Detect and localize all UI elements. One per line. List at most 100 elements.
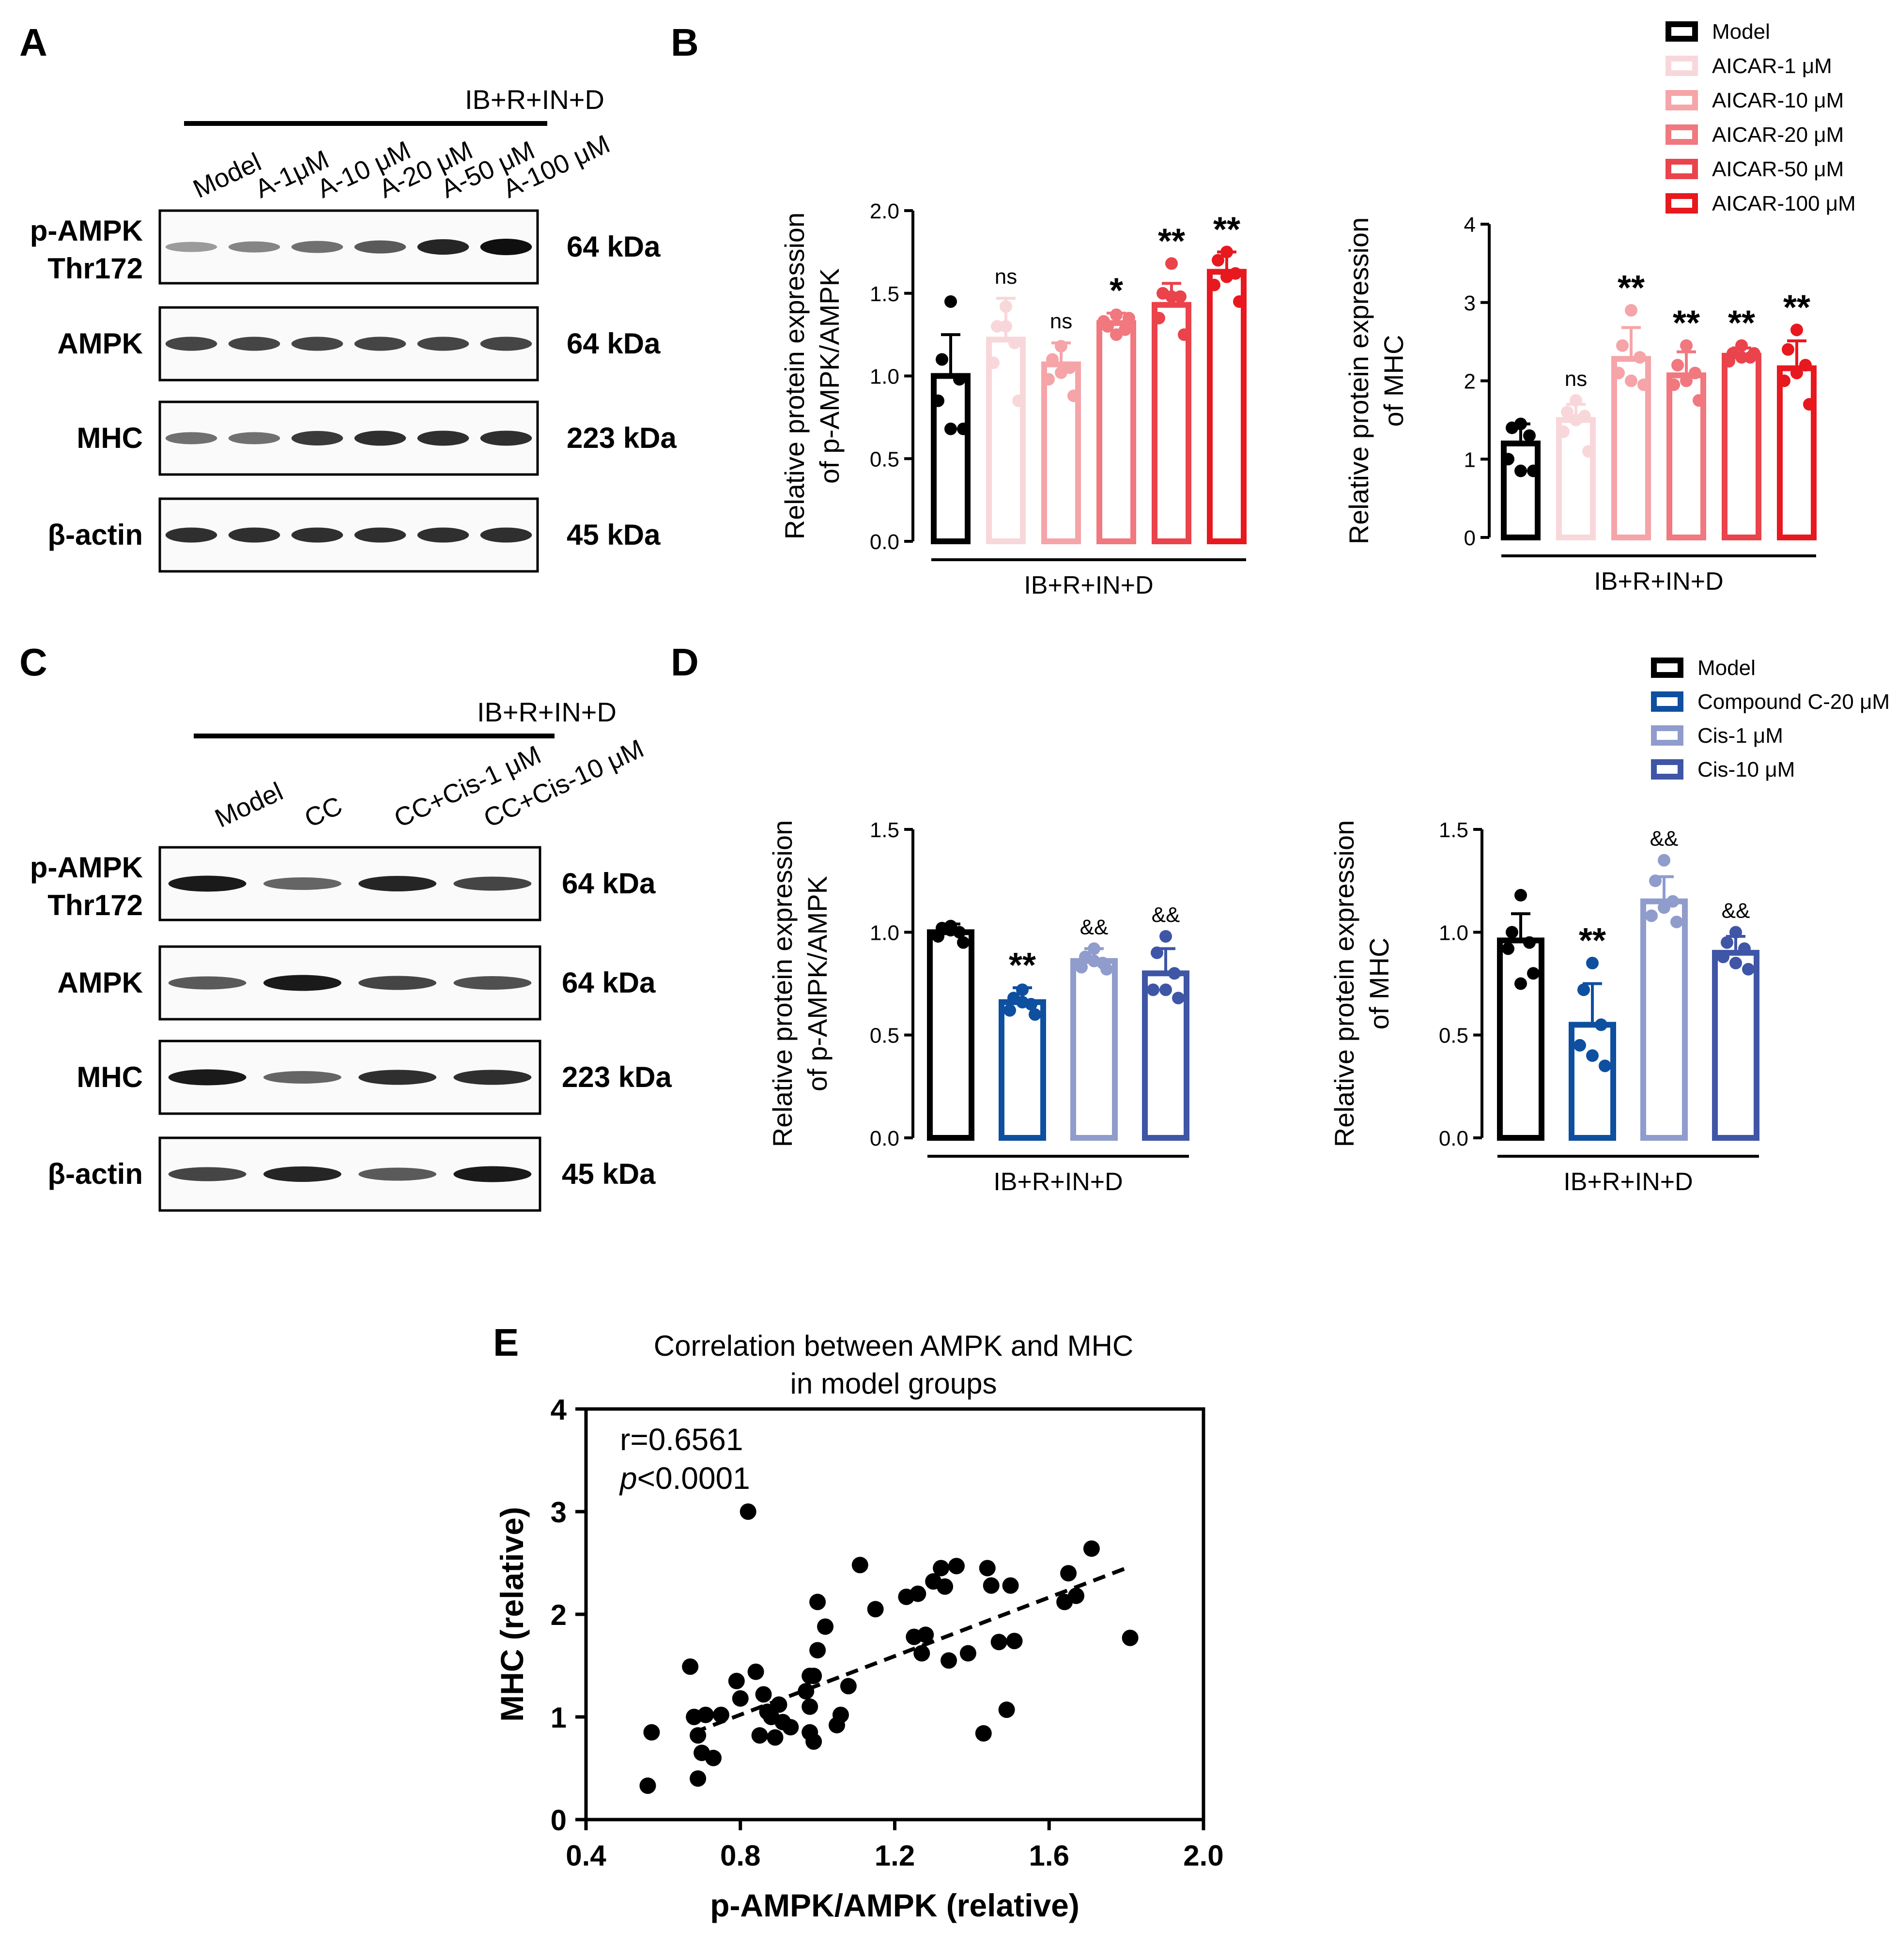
scatter-point xyxy=(805,1733,822,1750)
data-point xyxy=(1075,961,1088,974)
data-point xyxy=(1055,366,1067,379)
scatter-point xyxy=(643,1724,660,1741)
data-point xyxy=(1557,425,1570,438)
scatter-point xyxy=(728,1672,745,1689)
legend-swatch xyxy=(1666,56,1698,76)
panel-label-a: A xyxy=(19,21,47,64)
data-point xyxy=(1168,967,1181,980)
blot-row: MHC 223 kDa xyxy=(77,400,677,476)
blot-band xyxy=(291,431,343,445)
y-tick-label: 0.0 xyxy=(870,1127,899,1150)
blot-band xyxy=(354,240,406,254)
data-point xyxy=(1506,421,1518,434)
data-point xyxy=(1527,464,1540,477)
protein-label: β-actin xyxy=(47,519,143,551)
y-axis-label: Relative protein expression xyxy=(767,820,798,1147)
scatter-point xyxy=(740,1503,756,1520)
panel-label-e: E xyxy=(493,1321,519,1364)
y-tick-label: 1.5 xyxy=(870,282,899,306)
blot-band xyxy=(168,976,247,990)
scatter-point xyxy=(851,1557,868,1574)
y-tick-label: 1.0 xyxy=(870,365,899,389)
bar-group: ** xyxy=(1152,222,1191,545)
data-point xyxy=(1671,359,1684,372)
data-point xyxy=(1782,343,1794,356)
data-point xyxy=(1100,963,1113,976)
y-axis-label: Relative protein expression xyxy=(1343,217,1374,544)
y-tick-label: 0 xyxy=(551,1804,567,1837)
bar-group: && xyxy=(1640,827,1688,1141)
x-tick-label: 1.2 xyxy=(875,1839,915,1872)
data-point xyxy=(1645,909,1658,922)
data-point xyxy=(1790,323,1803,337)
blot-band xyxy=(480,337,532,351)
protein-label: p-AMPK xyxy=(30,851,143,884)
bar-group xyxy=(1497,888,1544,1141)
data-point xyxy=(1110,328,1123,341)
legend-label: Cis-10 μM xyxy=(1697,758,1795,781)
legend-b: Model AICAR-1 μM AICAR-10 μM AICAR-20 μM AIC… xyxy=(1666,20,1856,215)
blot-band xyxy=(165,337,217,351)
data-point xyxy=(1523,936,1536,949)
lane-label: Model xyxy=(211,777,288,833)
blot-band xyxy=(263,1071,341,1084)
group-label: IB+R+IN+D xyxy=(465,84,604,115)
scatter-point xyxy=(817,1618,834,1635)
significance-label: && xyxy=(1080,915,1109,939)
x-tick-label: 2.0 xyxy=(1183,1839,1223,1872)
scatter-point xyxy=(1060,1565,1077,1582)
data-point xyxy=(1723,355,1735,368)
scatter-point xyxy=(798,1683,815,1700)
scatter-point xyxy=(941,1652,957,1669)
scatter-point xyxy=(732,1690,749,1707)
legend-item: Model xyxy=(1651,656,1756,680)
bar xyxy=(1207,269,1247,544)
molecular-weight-label: 223 kDa xyxy=(562,1061,672,1093)
legend-item: AICAR-100 μM xyxy=(1666,192,1856,215)
y-axis-label: MHC (relative) xyxy=(494,1507,530,1722)
bar-group: ** xyxy=(1569,921,1616,1141)
significance-label: ns xyxy=(1565,367,1587,391)
blot-rows: p-AMPK Thr172 64 kDa AMPK 64 kDa MHC 223 kDa β-… xyxy=(30,209,677,573)
blot-frame xyxy=(158,306,539,382)
data-point xyxy=(1172,992,1185,1005)
significance-label: ** xyxy=(1579,921,1606,960)
legend-swatch xyxy=(1651,759,1683,780)
scatter-point xyxy=(959,1645,976,1662)
bar-group: && xyxy=(1142,903,1189,1141)
blot-band xyxy=(165,432,217,444)
blot-band xyxy=(354,527,406,543)
data-point xyxy=(1000,320,1012,333)
y-axis-label-sub: of MHC xyxy=(1364,938,1394,1030)
legend-label: Cis-1 μM xyxy=(1697,724,1783,748)
data-point xyxy=(944,924,957,937)
r-value: r=0.6561 xyxy=(620,1422,743,1457)
p-value: p<0.0001 xyxy=(619,1461,750,1496)
data-point xyxy=(1670,916,1683,929)
bar-group: ns xyxy=(1041,309,1081,544)
panel-label-d: D xyxy=(671,641,699,684)
significance-label: && xyxy=(1650,827,1679,851)
data-point xyxy=(1514,888,1527,902)
bar xyxy=(1722,352,1761,540)
scatter-point xyxy=(867,1601,884,1618)
data-point xyxy=(1616,339,1629,352)
data-point xyxy=(1729,926,1742,939)
bar xyxy=(1096,320,1136,544)
blot-band xyxy=(263,975,341,991)
legend-d: Model Compound C-20 μM Cis-1 μM Cis-10 μM xyxy=(1651,656,1890,781)
blot-band xyxy=(480,239,532,255)
data-point xyxy=(1046,353,1059,366)
data-point xyxy=(957,936,970,949)
blot-band xyxy=(228,241,280,253)
x-group-label: IB+R+IN+D xyxy=(1024,571,1153,599)
bar-chart-d-pampk: 0.0 0.5 1.0 1.5 Relative protein expression o… xyxy=(767,818,1189,1196)
data-point xyxy=(1667,378,1680,391)
blot-row: p-AMPK Thr172 64 kDa xyxy=(30,209,661,285)
bar-group: ns xyxy=(986,265,1026,544)
data-point xyxy=(1729,957,1742,970)
scatter-point xyxy=(948,1558,965,1575)
y-tick-label: 2 xyxy=(551,1599,567,1631)
